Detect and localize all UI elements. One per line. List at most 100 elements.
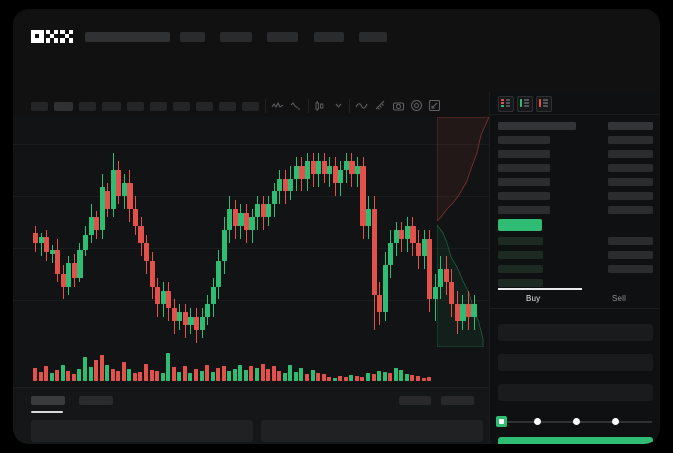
nav-item-2[interactable] <box>220 32 252 42</box>
orderbook-mode-both-icon[interactable] <box>498 96 514 112</box>
timeframe-4[interactable] <box>102 102 121 111</box>
volume-bar <box>238 365 243 381</box>
orders-bottom-panel <box>13 387 489 444</box>
orderbook-header-amount <box>608 122 653 130</box>
toolbar-divider <box>349 99 350 113</box>
candle <box>232 117 238 347</box>
orderbook-ask-row[interactable] <box>498 164 550 172</box>
candle <box>382 117 388 347</box>
place-buy-order-button[interactable] <box>498 437 653 444</box>
slider-handle[interactable] <box>496 416 507 427</box>
timeframe-6[interactable] <box>150 102 167 111</box>
timeframe-8[interactable] <box>196 102 213 111</box>
orderbook-ask-amount <box>608 192 653 200</box>
chart-type-icon[interactable] <box>313 99 326 112</box>
candle <box>127 117 133 347</box>
volume-bar <box>410 375 415 381</box>
orderbook-ask-row[interactable] <box>498 206 550 214</box>
order-amount-input[interactable] <box>498 354 653 371</box>
tab-sell[interactable]: Sell <box>612 294 627 303</box>
orderbook-bid-row[interactable] <box>498 279 543 287</box>
timeframe-2[interactable] <box>54 102 73 111</box>
orderbook-ask-amount <box>608 206 653 214</box>
nav-item-3[interactable] <box>267 32 298 42</box>
amount-percent-slider[interactable] <box>496 416 652 427</box>
volume-bar <box>382 371 387 381</box>
tab-open-orders[interactable] <box>31 396 65 405</box>
orderbook-bid-row[interactable] <box>498 265 543 273</box>
orderbook-mode-bids-icon[interactable] <box>517 96 533 112</box>
fullscreen-icon[interactable] <box>428 99 441 112</box>
order-total-input[interactable] <box>498 384 653 401</box>
market-sub-header: Spot Trading <box>13 44 660 121</box>
volume-bar <box>121 362 126 381</box>
okx-logo[interactable] <box>31 30 73 43</box>
orderbook-bid-row[interactable] <box>498 237 543 245</box>
slider-stop-75[interactable] <box>612 418 619 425</box>
orderbook-mode-asks-icon[interactable] <box>536 96 552 112</box>
candle <box>82 117 89 347</box>
tab-order-history[interactable] <box>79 396 113 405</box>
orderbook-ask-row[interactable] <box>498 136 550 144</box>
candle <box>371 117 377 347</box>
camera-icon[interactable] <box>392 99 405 112</box>
line-tool-icon[interactable] <box>355 99 368 112</box>
tab-buy[interactable]: Buy <box>526 294 541 303</box>
candle <box>182 117 189 347</box>
volume-bar <box>304 373 309 381</box>
timeframe-9[interactable] <box>219 102 236 111</box>
orderbook-ask-row[interactable] <box>498 150 550 158</box>
slider-stop-25[interactable] <box>534 418 541 425</box>
candle <box>60 117 66 347</box>
volume-bar <box>293 371 298 381</box>
orderbook-and-order-form: Buy Sell <box>489 92 660 444</box>
volume-bar <box>144 364 148 381</box>
nav-item-1[interactable] <box>180 32 205 42</box>
global-search-box[interactable] <box>85 32 170 42</box>
volume-bar <box>404 373 409 381</box>
candlestick-chart[interactable] <box>13 117 489 387</box>
candle <box>105 117 111 347</box>
candle <box>299 117 305 347</box>
slider-stop-50[interactable] <box>573 418 580 425</box>
volume-bar <box>49 372 54 381</box>
timeframe-3[interactable] <box>79 102 96 111</box>
candle <box>343 117 349 347</box>
order-price-input[interactable] <box>498 324 653 341</box>
candle <box>449 117 455 347</box>
orderbook-bid-row[interactable] <box>498 251 543 259</box>
candle <box>149 117 155 347</box>
volume-bar <box>44 366 49 381</box>
timeframe-7[interactable] <box>173 102 190 111</box>
orderbook-ask-row[interactable] <box>498 192 550 200</box>
bottom-action-1[interactable] <box>399 396 431 405</box>
nav-item-5[interactable] <box>359 32 387 42</box>
candle <box>77 117 83 347</box>
volume-bar <box>55 369 60 381</box>
bottom-action-2[interactable] <box>441 396 474 405</box>
nav-item-4[interactable] <box>314 32 344 42</box>
alert-target-icon[interactable] <box>410 99 423 112</box>
volume-bar <box>210 371 215 381</box>
candle <box>277 117 283 347</box>
candle <box>465 117 472 347</box>
orderbook-bid-amount <box>608 251 653 259</box>
timeframe-10[interactable] <box>242 102 259 111</box>
candle <box>121 117 127 347</box>
candle <box>171 117 177 347</box>
volume-bar <box>316 372 321 381</box>
volume-bar <box>260 364 265 381</box>
chevron-down-icon[interactable] <box>332 99 345 112</box>
compare-icon[interactable] <box>290 99 303 112</box>
volume-bar <box>188 372 193 381</box>
timeframe-1[interactable] <box>31 102 48 111</box>
candle <box>177 117 183 347</box>
orderbook-ask-amount <box>608 136 653 144</box>
indicator-icon[interactable] <box>271 99 284 112</box>
ruler-icon[interactable] <box>374 99 387 112</box>
volume-bar <box>138 371 143 381</box>
orderbook-ask-row[interactable] <box>498 178 550 186</box>
candle <box>310 117 316 347</box>
timeframe-5[interactable] <box>127 102 144 111</box>
volume-bar <box>182 366 187 381</box>
